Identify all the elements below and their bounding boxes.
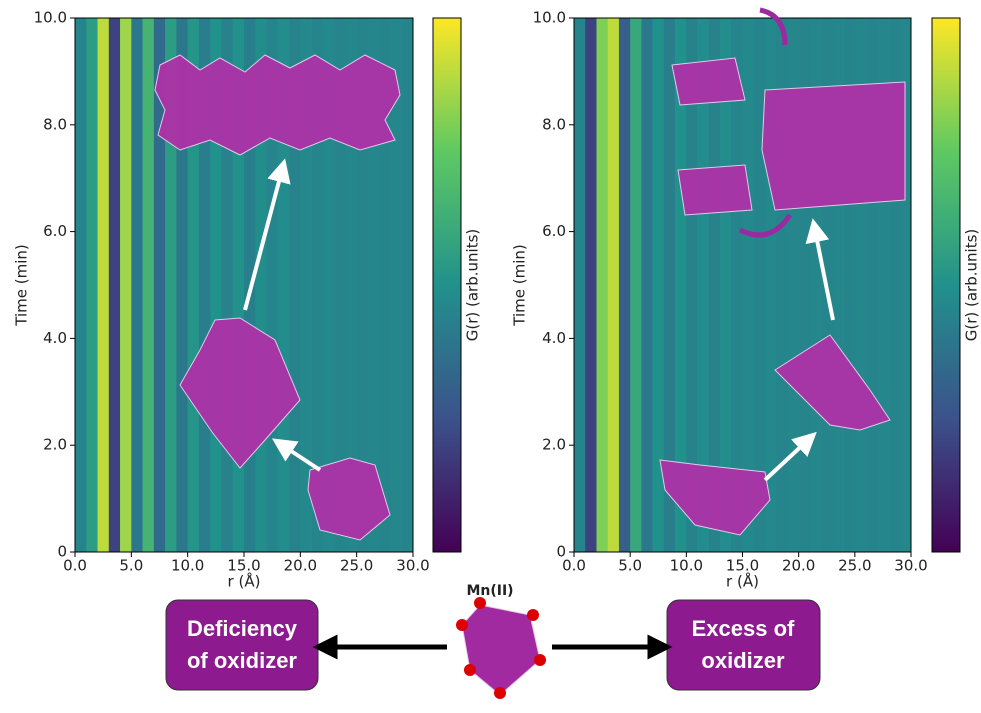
heat-column xyxy=(143,18,155,552)
heat-column xyxy=(86,18,98,552)
heat-column xyxy=(574,18,586,552)
y-tick-label: 6.0 xyxy=(542,222,566,240)
x-tick-label: 30.0 xyxy=(894,557,927,575)
right-box: Excess of oxidizer xyxy=(667,600,820,690)
heat-column xyxy=(75,18,87,552)
x-tick-label: 20.0 xyxy=(782,557,815,575)
x-tick-label: 5.0 xyxy=(119,557,143,575)
x-axis-label: r (Å) xyxy=(726,572,759,591)
x-tick-label: 20.0 xyxy=(284,557,317,575)
x-tick-label: 25.0 xyxy=(838,557,871,575)
mn-label: Mn(II) xyxy=(466,583,513,599)
colorbar-label: G(r) (arb.units) xyxy=(464,229,482,342)
x-tick-label: 10.0 xyxy=(670,557,703,575)
y-tick-label: 2.0 xyxy=(43,436,67,454)
y-tick-label: 8.0 xyxy=(542,115,566,133)
box-text: Excess of xyxy=(692,616,795,641)
heat-column xyxy=(120,18,132,552)
box-text: Deficiency xyxy=(187,616,298,641)
y-tick-label: 4.0 xyxy=(542,329,566,347)
figure: 0.05.010.015.020.025.030.002.04.06.08.01… xyxy=(0,0,981,709)
box-text: oxidizer xyxy=(701,648,785,673)
y-tick-label: 6.0 xyxy=(43,222,67,240)
heat-column xyxy=(641,18,653,552)
x-tick-label: 30.0 xyxy=(396,557,429,575)
heat-column xyxy=(109,18,121,552)
y-axis-label: Time (min) xyxy=(511,244,529,326)
heat-column xyxy=(619,18,631,552)
colorbar-label: G(r) (arb.units) xyxy=(963,229,981,342)
heat-column xyxy=(608,18,620,552)
colorbar xyxy=(932,18,960,552)
x-tick-label: 5.0 xyxy=(618,557,642,575)
heat-column xyxy=(131,18,143,552)
y-tick-label: 2.0 xyxy=(542,436,566,454)
y-tick-label: 0 xyxy=(556,543,566,561)
box xyxy=(667,600,820,690)
colorbar xyxy=(433,18,461,552)
y-tick-label: 8.0 xyxy=(43,115,67,133)
y-tick-label: 10.0 xyxy=(34,9,67,27)
y-tick-label: 4.0 xyxy=(43,329,67,347)
y-tick-label: 10.0 xyxy=(533,9,566,27)
mn-octahedron xyxy=(456,597,546,699)
box xyxy=(166,600,318,690)
box-text: of oxidizer xyxy=(187,648,297,673)
x-tick-label: 10.0 xyxy=(171,557,204,575)
left-box: Deficiency of oxidizer xyxy=(166,600,318,690)
y-tick-label: 0 xyxy=(57,543,67,561)
heat-column xyxy=(630,18,642,552)
heat-column xyxy=(596,18,608,552)
heat-column xyxy=(98,18,110,552)
heat-column xyxy=(585,18,597,552)
heat-column xyxy=(402,18,414,552)
x-tick-label: 25.0 xyxy=(340,557,373,575)
x-axis-label: r (Å) xyxy=(228,572,261,591)
y-axis-label: Time (min) xyxy=(13,244,31,326)
